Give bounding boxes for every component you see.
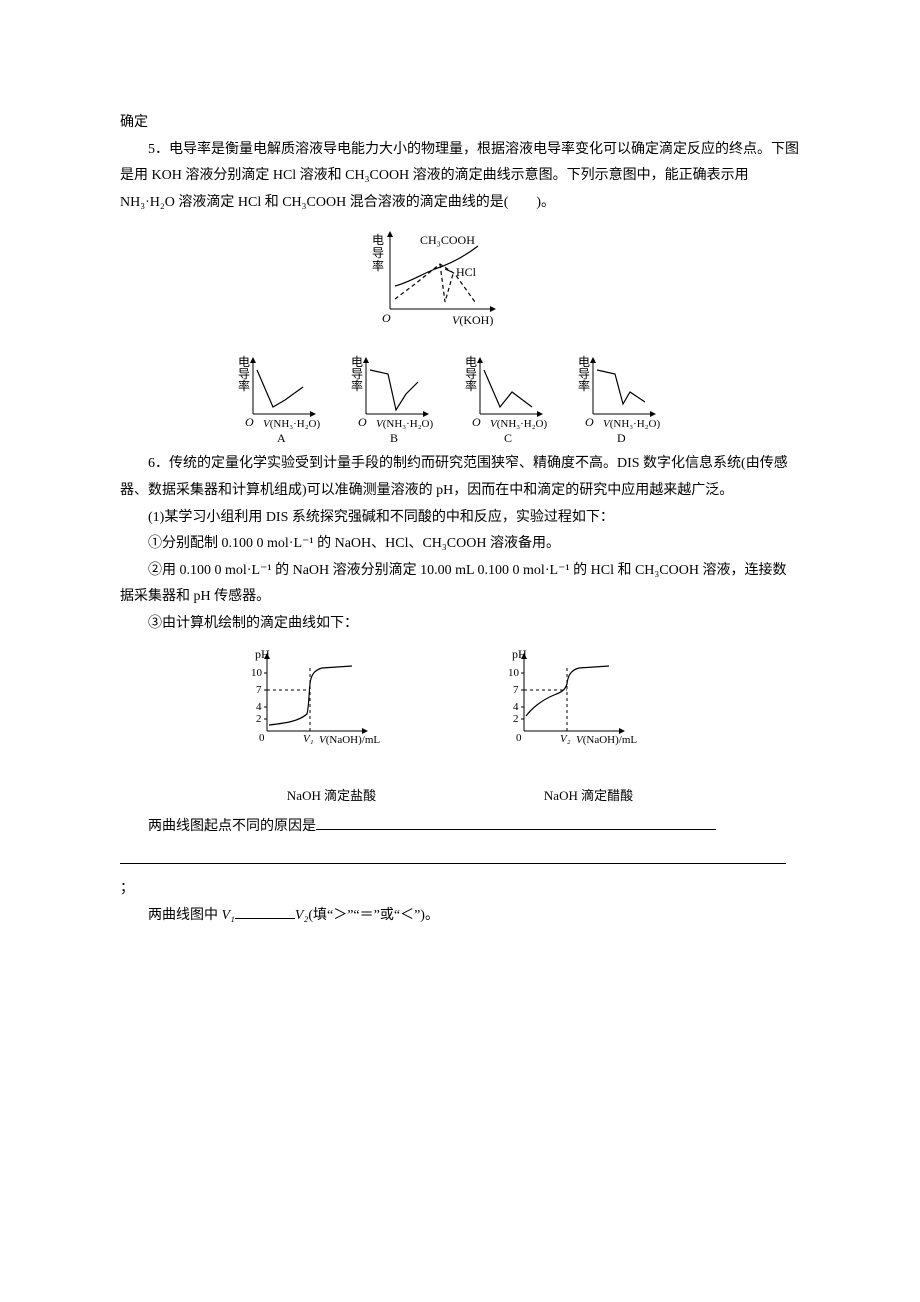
q6-1b: ②用 0.100 0 mol·L⁻¹ 的 NaOH 溶液分别滴定 10.00 m… (120, 558, 800, 611)
opt-c: 电 导 率 O V(NH₃·H₂O) C (462, 352, 572, 447)
opt-b: 电 导 率 O V(NH₃·H₂O) B (348, 352, 458, 447)
q6-1: (1)某学习小组利用 DIS 系统探究强碱和不同酸的中和反应，实验过程如下： (120, 505, 800, 532)
svg-text:O: O (472, 415, 481, 429)
svg-text:4: 4 (513, 701, 519, 713)
svg-text:10: 10 (251, 667, 263, 679)
svg-text:7: 7 (513, 684, 519, 696)
opt-a-label: A (277, 431, 286, 445)
svg-text:V(NH₃·H₂O): V(NH₃·H₂O) (490, 418, 548, 430)
captions: NaOH 滴定盐酸 NaOH 滴定醋酸 (120, 784, 800, 811)
blank-line-2[interactable] (120, 849, 786, 864)
q6-1c: ③由计算机绘制的滴定曲线如下： (120, 611, 800, 638)
ph-charts: pH 10 7 4 2 0 V₁ V(NaOH)/mL pH 10 7 4 (120, 646, 800, 776)
svg-text:率: 率 (238, 378, 250, 393)
origin: 0 (259, 732, 265, 744)
svg-text:2: 2 (513, 713, 519, 725)
label-ch3cooh: CH₃COOH (420, 233, 475, 247)
svg-text:率: 率 (578, 378, 590, 393)
opt-d-label: D (617, 431, 626, 445)
hcl-leader (445, 269, 452, 272)
svg-text:O: O (585, 415, 594, 429)
origin: O (382, 311, 391, 325)
main-chart: 电 导 率 O V(KOH) CH₃COOH HCl (120, 224, 800, 344)
opt-d: 电 导 率 O V(NH₃·H₂O) D (575, 352, 685, 447)
xlabel: V(KOH) (452, 313, 493, 327)
caption-left: NaOH 滴定盐酸 (237, 784, 427, 809)
opt-b-label: B (390, 431, 398, 445)
v2-text: V₂ (295, 908, 308, 923)
svg-text:pH: pH (512, 647, 527, 661)
opt-c-label: C (504, 431, 512, 445)
main-chart-svg: 电 导 率 O V(KOH) CH₃COOH HCl (360, 224, 560, 344)
ylabel2: 导 (372, 246, 384, 260)
svg-text:O: O (358, 415, 367, 429)
svg-text:4: 4 (256, 701, 262, 713)
opt-a: 电 导 率 O V(NH₃·H₂O) A (235, 352, 345, 447)
caption-right: NaOH 滴定醋酸 (494, 784, 684, 809)
v2-mark: V₂ (560, 733, 571, 745)
v1-mark: V₁ (303, 733, 314, 745)
ylabel-ph: pH (255, 647, 270, 661)
q5-text: 5．电导率是衡量电解质溶液导电能力大小的物理量，根据溶液电导率变化可以确定滴定反… (120, 137, 800, 217)
ylabel3: 率 (372, 258, 384, 273)
svg-text:2: 2 (256, 713, 262, 725)
acetic-curve (526, 666, 609, 716)
v1-text: V₁ (222, 908, 235, 923)
svg-text:率: 率 (351, 378, 363, 393)
blank-q1: 两曲线图起点不同的原因是 (120, 814, 800, 841)
q6-1a: ①分别配制 0.100 0 mol·L⁻¹ 的 NaOH、HCl、CH₃COOH… (120, 531, 800, 558)
blank-q1-line2: ； (120, 841, 800, 903)
page: 确定 5．电导率是衡量电解质溶液导电能力大小的物理量，根据溶液电导率变化可以确定… (0, 0, 920, 1302)
option-charts: 电 导 率 O V(NH₃·H₂O) A 电 导 率 O V(NH₃·H₂O) … (120, 352, 800, 447)
q6-intro: 6．传统的定量化学实验受到计量手段的制约而研究范围狭窄、精确度不高。DIS 数字… (120, 451, 800, 504)
svg-text:率: 率 (465, 378, 477, 393)
blank-q1-label: 两曲线图起点不同的原因是 (148, 819, 316, 834)
svg-text:0: 0 (516, 732, 522, 744)
svg-text:V(NH₃·H₂O): V(NH₃·H₂O) (263, 418, 321, 430)
ylabel: 电 (372, 233, 384, 247)
svg-text:7: 7 (256, 684, 262, 696)
ph-hcl: pH 10 7 4 2 0 V₁ V(NaOH)/mL (237, 646, 427, 776)
blank-compare[interactable] (235, 904, 295, 919)
svg-text:V(NH₃·H₂O): V(NH₃·H₂O) (376, 418, 434, 430)
svg-text:V(NH₃·H₂O): V(NH₃·H₂O) (603, 418, 661, 430)
svg-text:10: 10 (508, 667, 520, 679)
svg-text:V(NaOH)/mL: V(NaOH)/mL (319, 734, 380, 746)
svg-text:V(NaOH)/mL: V(NaOH)/mL (576, 734, 637, 746)
blank-line-1[interactable] (316, 815, 716, 830)
ph-acetic: pH 10 7 4 2 0 V₂ V(NaOH)/mL (494, 646, 684, 776)
label-hcl: HCl (456, 265, 477, 279)
para-continued: 确定 (120, 110, 800, 137)
blank-q2: 两曲线图中 V₁V₂(填“＞”“＝”或“＜”)。 (120, 903, 800, 930)
svg-text:O: O (245, 415, 254, 429)
